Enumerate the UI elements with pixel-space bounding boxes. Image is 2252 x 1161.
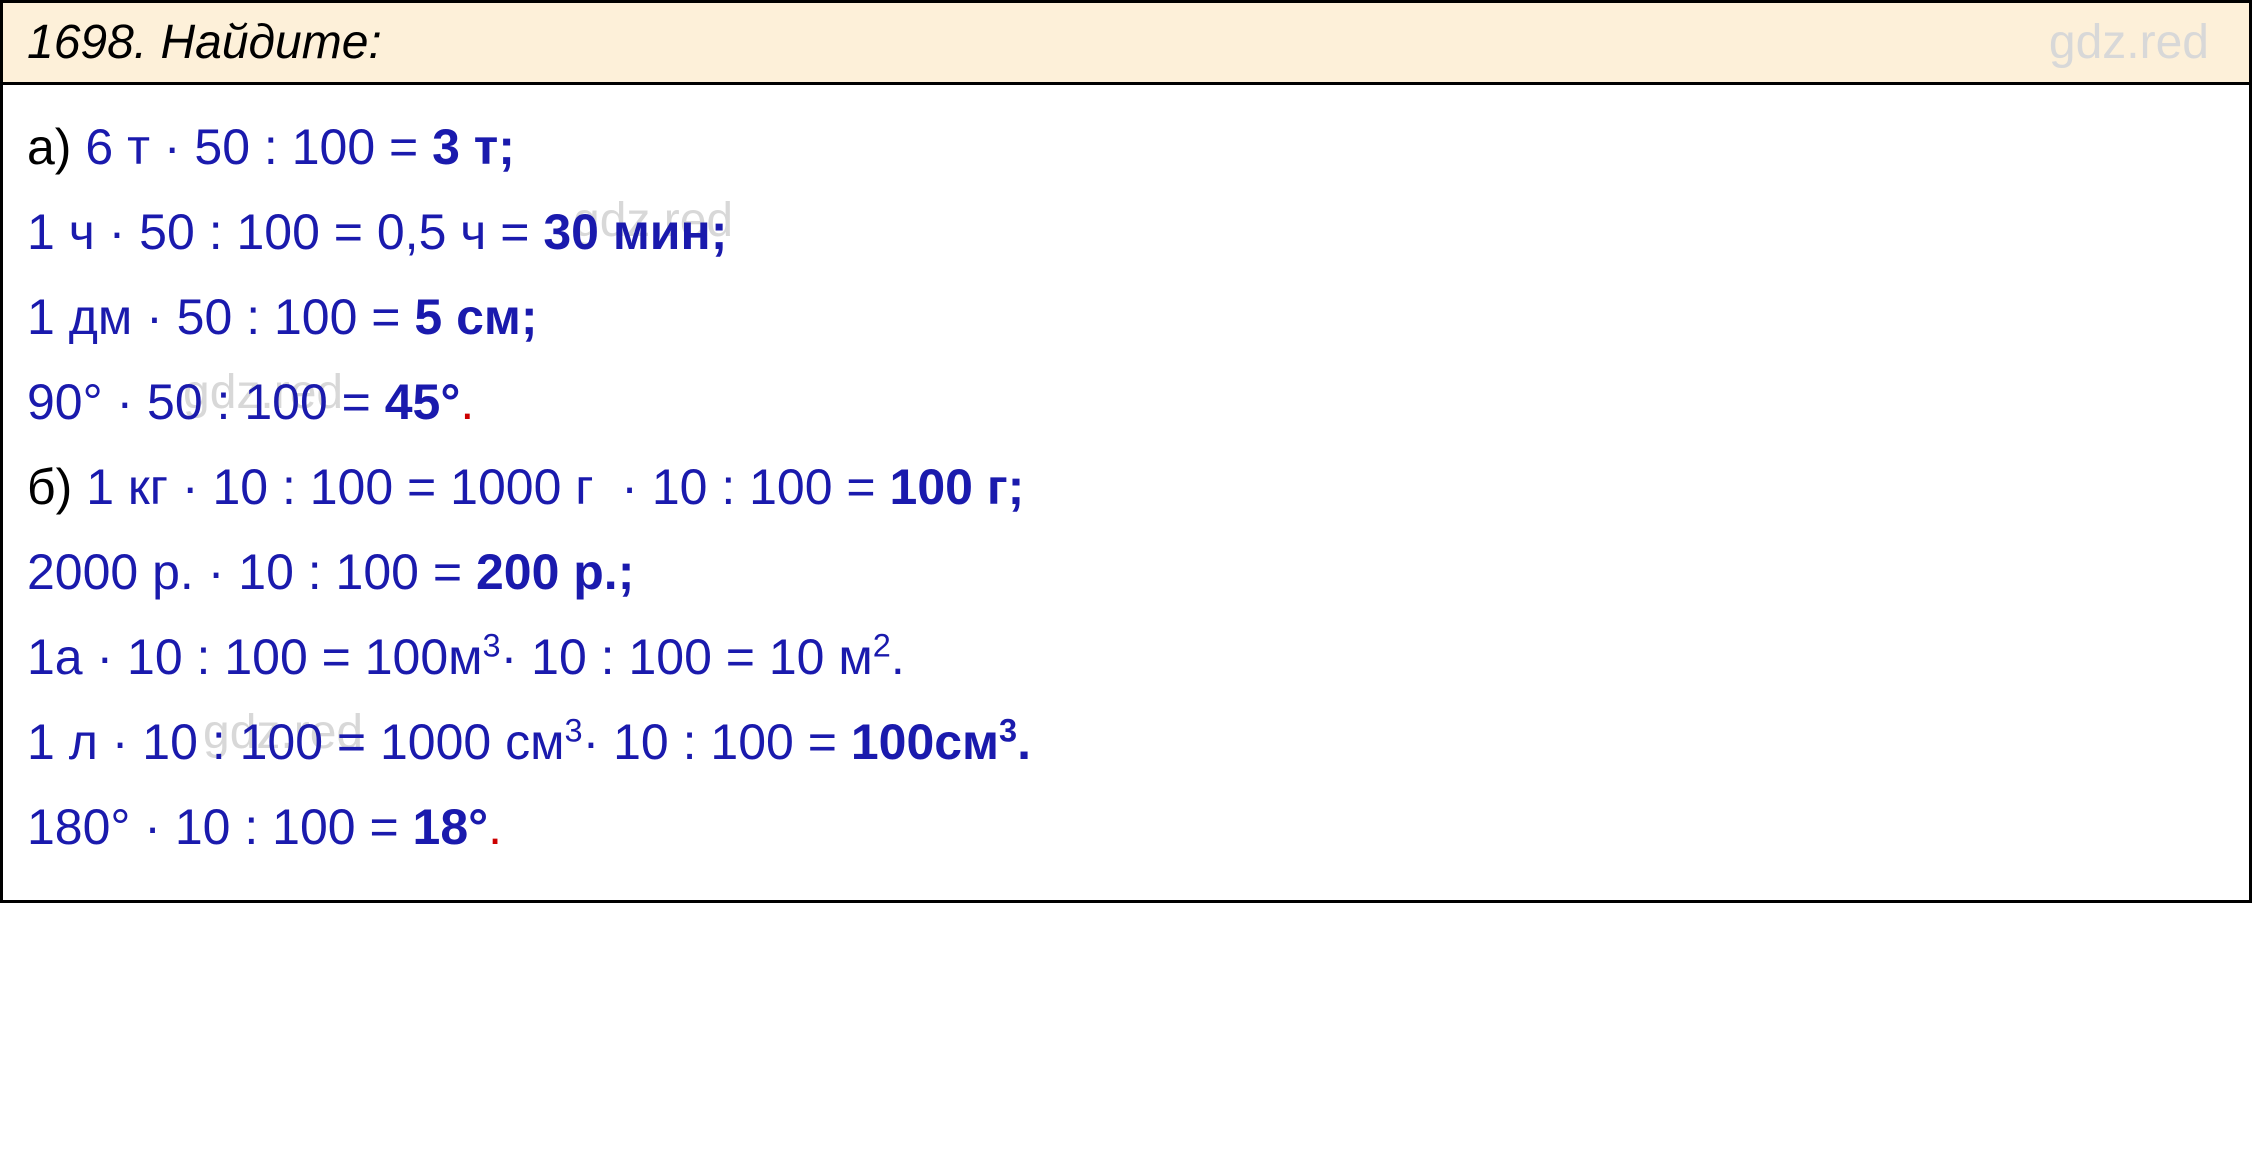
line9-dot: .: [488, 799, 502, 855]
line2-text: 1 ч · 50 : 100 = 0,5 ч = 30 мин;: [27, 204, 727, 260]
line7-exp2: 2: [873, 627, 891, 663]
line4-dot: .: [460, 374, 474, 430]
line7-exp1: 3: [483, 627, 501, 663]
watermark-header: gdz.red: [2049, 15, 2209, 70]
part-b-label: б): [27, 459, 72, 515]
line-a2: 1 ч · 50 : 100 = 0,5 ч = 30 мин;: [27, 190, 2225, 275]
line5-part1: 1 кг · 10 : 100 = 1000 г · 10 : 100 =: [86, 459, 889, 515]
line6-part1: 2000 р. · 10 : 100 =: [27, 544, 476, 600]
line-a4: 90° · 50 : 100 = 45°.: [27, 360, 2225, 445]
problem-header: 1698. Найдите: gdz.red: [3, 3, 2249, 85]
line-b1: б) 1 кг · 10 : 100 = 1000 г · 10 : 100 =…: [27, 445, 2225, 530]
line5-bold: 100 г;: [890, 459, 1025, 515]
line4-part1: 90° · 50 : 100 =: [27, 374, 385, 430]
line8-exp1: 3: [565, 712, 583, 748]
line4-bold: 45°: [385, 374, 461, 430]
line9-bold: 18°: [413, 799, 489, 855]
line9-part1: 180° · 10 : 100 =: [27, 799, 413, 855]
problem-container: 1698. Найдите: gdz.red gdz.red gdz.red g…: [0, 0, 2252, 903]
line-a1: а) 6 т · 50 : 100 = 3 т;: [27, 105, 2225, 190]
line-b4: 1 л · 10 : 100 = 1000 см3· 10 : 100 = 10…: [27, 700, 2225, 785]
part-a-label: а): [27, 119, 71, 175]
line8-exp2: 3: [999, 712, 1017, 748]
header-text: 1698. Найдите:: [27, 16, 382, 69]
line7-text: 1а · 10 : 100 = 100м3· 10 : 100 = 10 м2.: [27, 629, 905, 685]
line8-text: 1 л · 10 : 100 = 1000 см3· 10 : 100 = 10…: [27, 714, 1031, 770]
line-b3: 1а · 10 : 100 = 100м3· 10 : 100 = 10 м2.: [27, 615, 2225, 700]
line-a3: 1 дм · 50 : 100 = 5 см;: [27, 275, 2225, 360]
line1-text: 6 т · 50 : 100 = 3 т;: [85, 119, 515, 175]
problem-number: 1698.: [27, 16, 147, 69]
problem-content: gdz.red gdz.red gdz.red а) 6 т · 50 : 10…: [3, 85, 2249, 900]
line-b2: 2000 р. · 10 : 100 = 200 р.;: [27, 530, 2225, 615]
line-b5: 180° · 10 : 100 = 18°.: [27, 785, 2225, 870]
problem-title: Найдите:: [160, 16, 381, 69]
line3-text: 1 дм · 50 : 100 = 5 см;: [27, 289, 538, 345]
line6-bold: 200 р.;: [476, 544, 634, 600]
